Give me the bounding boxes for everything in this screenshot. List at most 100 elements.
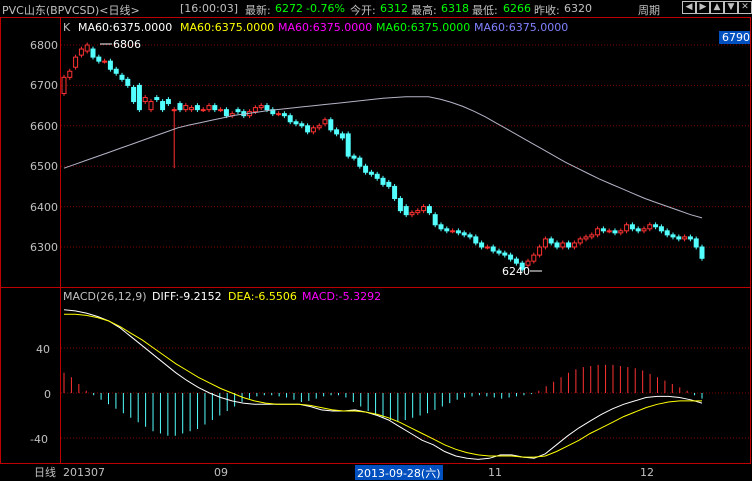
high-value: 6318: [441, 2, 469, 15]
prev-close-label: 昨收:: [534, 4, 560, 17]
candle-body: [305, 125, 311, 133]
current-price-tag: 6790: [722, 31, 750, 44]
y-tick: 6800: [30, 39, 58, 52]
open-label: 今开:: [350, 4, 376, 17]
candle-body: [223, 109, 229, 117]
close-icon[interactable]: ✕: [738, 1, 752, 14]
candle-body: [374, 173, 380, 179]
prev-close-value: 6320: [564, 2, 592, 15]
candle-body: [281, 113, 287, 117]
arrow-left-icon[interactable]: ◀: [682, 1, 696, 14]
latest-value: 6272: [275, 2, 303, 15]
candle-body: [560, 242, 566, 248]
candle-body: [629, 224, 635, 230]
price-tag-bg: [719, 31, 750, 44]
candle-body: [450, 230, 456, 233]
candle-body: [299, 123, 305, 127]
candle-body: [461, 232, 467, 236]
candle-body: [316, 125, 322, 129]
candle-body: [479, 242, 485, 248]
candle-body: [84, 44, 90, 52]
ma-legend-1: MA60:6375.0000: [78, 21, 172, 34]
open-value: 6312: [380, 2, 408, 15]
candle-body: [473, 236, 479, 244]
candle-body: [177, 103, 183, 111]
chart-area[interactable]: 6800 6700 6600 6500 6400 6300 K MA60:637…: [0, 17, 752, 481]
candle-body: [194, 105, 200, 111]
candle-body: [600, 228, 606, 232]
candle-body: [148, 101, 154, 111]
candle-body: [368, 171, 374, 175]
candle-body: [287, 115, 293, 123]
candle-body: [432, 214, 438, 226]
candle-body: [357, 157, 363, 167]
macd-title: MACD(26,12,9): [63, 290, 147, 303]
x-label: 11: [488, 466, 502, 479]
candle-body: [566, 242, 572, 248]
arrow-down-icon[interactable]: ▼: [724, 1, 738, 14]
y-tick: 6600: [30, 120, 58, 133]
y-tick: 6700: [30, 79, 58, 92]
candle-body: [73, 56, 79, 68]
candle-body: [310, 127, 316, 133]
diff-line: [63, 309, 703, 460]
candle-body: [334, 129, 340, 135]
low-annotation: 6240: [502, 265, 530, 278]
candle-body: [235, 109, 241, 113]
candle-body: [595, 228, 601, 236]
candle-body: [653, 224, 659, 228]
low-label: 最低:: [472, 4, 498, 17]
candle-body: [102, 60, 108, 63]
candle-body: [589, 234, 595, 238]
candle-body: [113, 68, 119, 74]
candle-body: [415, 210, 421, 214]
candle-body: [200, 109, 206, 112]
x-label: 201307: [63, 466, 105, 479]
candle-body: [119, 74, 125, 80]
candle-body: [676, 236, 682, 240]
candle-body: [682, 236, 688, 240]
ma60-line: [63, 96, 703, 219]
candle-body: [426, 206, 432, 214]
candle-body: [687, 236, 693, 240]
candle-body: [508, 254, 514, 260]
candle-body: [496, 250, 502, 254]
candle-body: [142, 97, 148, 103]
candle-body: [444, 228, 450, 232]
candle-body: [90, 48, 96, 58]
ma-legend-5: MA60:6375.0000: [474, 21, 568, 34]
candle-body: [635, 228, 641, 232]
candle-body: [641, 228, 647, 232]
candle-body: [218, 109, 224, 112]
candle-body: [363, 165, 369, 173]
high-annotation: 6806: [113, 38, 141, 51]
candle-body: [606, 230, 612, 233]
candle-body: [252, 107, 258, 113]
candle-body: [670, 234, 676, 238]
arrow-up-icon[interactable]: ▲: [710, 1, 724, 14]
candle-body: [386, 181, 392, 187]
period-button[interactable]: 周期: [638, 4, 660, 17]
candle-body: [664, 230, 670, 236]
candle-body: [160, 101, 166, 111]
arrow-right-icon[interactable]: ▶: [696, 1, 710, 14]
x-label: 12: [640, 466, 654, 479]
candle-body: [542, 238, 548, 248]
candle-body: [658, 226, 664, 232]
y-tick: 6500: [30, 160, 58, 173]
ma-legend-2: MA60:6375.0000: [180, 21, 274, 34]
candle-body: [322, 119, 328, 125]
macd-value: MACD:-5.3292: [302, 290, 381, 303]
candle-body: [490, 246, 496, 252]
candle-body: [571, 242, 577, 248]
candle-body: [554, 242, 560, 248]
macd-histogram: [63, 364, 703, 436]
quote-time: [16:00:03]: [180, 2, 238, 15]
price-grid: [61, 44, 750, 248]
candle-body: [647, 224, 653, 230]
candle-body: [397, 198, 403, 212]
candle-body: [484, 246, 490, 249]
candle-body: [380, 177, 386, 185]
macd-y-tick: 0: [44, 388, 51, 401]
candle-body: [125, 78, 131, 86]
